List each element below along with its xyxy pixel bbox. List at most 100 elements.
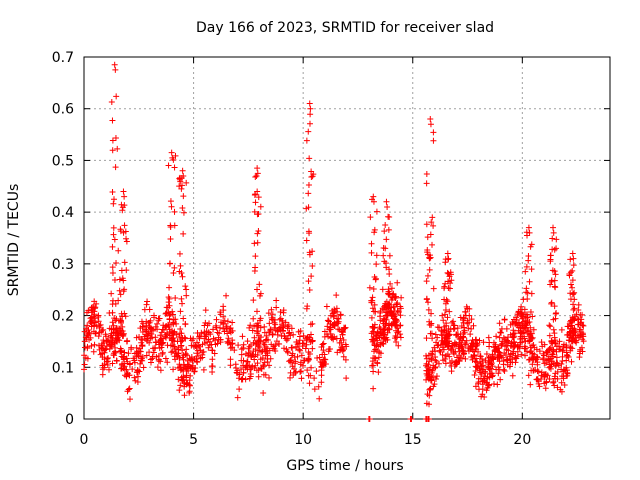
- data-point: [148, 330, 155, 337]
- data-point: [373, 252, 380, 259]
- data-point: [304, 367, 311, 374]
- data-point: [428, 310, 435, 317]
- data-point: [385, 226, 392, 233]
- data-point: [87, 315, 94, 322]
- data-point: [233, 369, 240, 376]
- data-point: [119, 207, 126, 214]
- data-point: [319, 351, 326, 358]
- data-point: [306, 351, 313, 358]
- data-point: [154, 364, 161, 371]
- data-point: [495, 344, 502, 351]
- data-point: [116, 325, 123, 332]
- data-point: [432, 364, 439, 371]
- data-point: [100, 337, 107, 344]
- data-point: [496, 334, 503, 341]
- data-point: [178, 338, 185, 345]
- data-point: [427, 116, 434, 123]
- data-point: [392, 322, 399, 329]
- data-point: [493, 333, 500, 340]
- data-point: [120, 330, 127, 337]
- data-point: [154, 320, 161, 327]
- data-point: [210, 335, 217, 342]
- data-point: [381, 258, 388, 265]
- data-point: [158, 340, 165, 347]
- data-point: [540, 356, 547, 363]
- data-point: [199, 341, 206, 348]
- data-point: [439, 351, 446, 358]
- data-point: [211, 350, 218, 357]
- data-point: [156, 345, 163, 352]
- data-point: [84, 329, 91, 336]
- data-point: [178, 330, 185, 337]
- data-point: [112, 344, 119, 351]
- data-point: [306, 120, 313, 127]
- data-point: [558, 388, 565, 395]
- data-point: [196, 333, 203, 340]
- data-point: [340, 324, 347, 331]
- data-point: [434, 324, 441, 331]
- data-point: [256, 281, 263, 288]
- data-point: [527, 381, 534, 388]
- data-point: [498, 329, 505, 336]
- data-point: [297, 359, 304, 366]
- data-point: [527, 243, 534, 250]
- data-point: [450, 318, 457, 325]
- data-point: [146, 306, 153, 313]
- data-point: [370, 385, 377, 392]
- data-point: [159, 350, 166, 357]
- data-point: [109, 117, 116, 124]
- data-point: [431, 364, 438, 371]
- data-point: [468, 325, 475, 332]
- data-point: [280, 309, 287, 316]
- data-point: [441, 356, 448, 363]
- x-tick-label: 0: [80, 432, 89, 448]
- data-point: [250, 297, 257, 304]
- data-point: [266, 374, 273, 381]
- data-point: [279, 321, 286, 328]
- data-point: [428, 377, 435, 384]
- data-point: [381, 316, 388, 323]
- data-point: [144, 298, 151, 305]
- data-point: [177, 308, 184, 315]
- data-point: [95, 333, 102, 340]
- data-point: [182, 351, 189, 358]
- data-point: [379, 286, 386, 293]
- data-point: [166, 316, 173, 323]
- data-point: [114, 145, 121, 152]
- data-point: [550, 346, 557, 353]
- data-point: [238, 351, 245, 358]
- data-point: [175, 376, 182, 383]
- data-point: [569, 250, 576, 257]
- data-point: [186, 377, 193, 384]
- data-point: [244, 358, 251, 365]
- data-point: [190, 335, 197, 342]
- data-point: [370, 368, 377, 375]
- data-point: [143, 352, 150, 359]
- x-tick-label: 20: [513, 432, 531, 448]
- data-point: [266, 362, 273, 369]
- data-point: [394, 279, 401, 286]
- data-point: [264, 350, 271, 357]
- data-point: [503, 356, 510, 363]
- data-point: [179, 182, 186, 189]
- data-point: [430, 285, 437, 292]
- data-point: [253, 308, 260, 315]
- data-point: [223, 324, 230, 331]
- data-point: [227, 356, 234, 363]
- data-point: [436, 347, 443, 354]
- data-point: [210, 326, 217, 333]
- data-point: [393, 301, 400, 308]
- data-point: [181, 392, 188, 399]
- data-point: [567, 343, 574, 350]
- data-point: [471, 371, 478, 378]
- data-point: [309, 262, 316, 269]
- data-point: [477, 353, 484, 360]
- data-point: [524, 311, 531, 318]
- data-point: [134, 379, 141, 386]
- data-point: [305, 356, 312, 363]
- data-point: [339, 331, 346, 338]
- data-point: [408, 416, 415, 422]
- data-point: [466, 312, 473, 319]
- data-point: [313, 368, 320, 375]
- data-point: [289, 350, 296, 357]
